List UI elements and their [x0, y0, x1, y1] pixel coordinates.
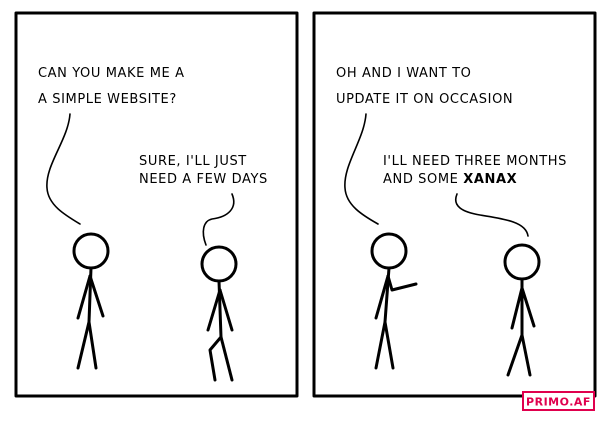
- panel-left-border: [14, 11, 299, 398]
- left-developer-speech-tail: [202, 193, 235, 246]
- left-developer-speech-line-1: SURE, I'LL JUST: [139, 154, 247, 169]
- left-customer-speech-tail: [46, 113, 81, 225]
- watermark-badge: PRIMO.AF: [522, 391, 595, 411]
- watermark-badge-text: PRIMO.AF: [526, 396, 591, 409]
- right-developer-speech-line-1: I'LL NEED THREE MONTHS: [383, 154, 567, 169]
- left-developer-figure: [200, 245, 238, 382]
- left-developer-speech-line-2: NEED A FEW DAYS: [139, 172, 268, 187]
- right-customer-speech-line-2: UPDATE IT ON OCCASION: [336, 92, 513, 107]
- watermark-badge-border: [522, 391, 595, 411]
- right-developer-speech-line-2: AND SOME XANAX: [383, 172, 517, 187]
- panel-right: OH AND I WANT TO UPDATE IT ON OCCASION I…: [312, 11, 597, 398]
- panel-left: CAN YOU MAKE ME A A SIMPLE WEBSITE? SURE…: [14, 11, 299, 398]
- left-customer-speech-line-1: CAN YOU MAKE ME A: [38, 66, 185, 81]
- right-developer-speech-emphasis: XANAX: [463, 172, 517, 187]
- right-developer-speech-prefix: AND SOME: [383, 172, 463, 187]
- panel-right-border: [312, 11, 597, 398]
- left-customer-speech-line-2: A SIMPLE WEBSITE?: [38, 92, 177, 107]
- left-customer-figure: [72, 232, 110, 370]
- right-customer-speech-tail: [344, 113, 379, 225]
- right-developer-figure: [503, 243, 541, 377]
- right-developer-speech-tail: [455, 193, 529, 237]
- right-customer-figure: [370, 232, 418, 370]
- right-customer-speech-line-1: OH AND I WANT TO: [336, 66, 471, 81]
